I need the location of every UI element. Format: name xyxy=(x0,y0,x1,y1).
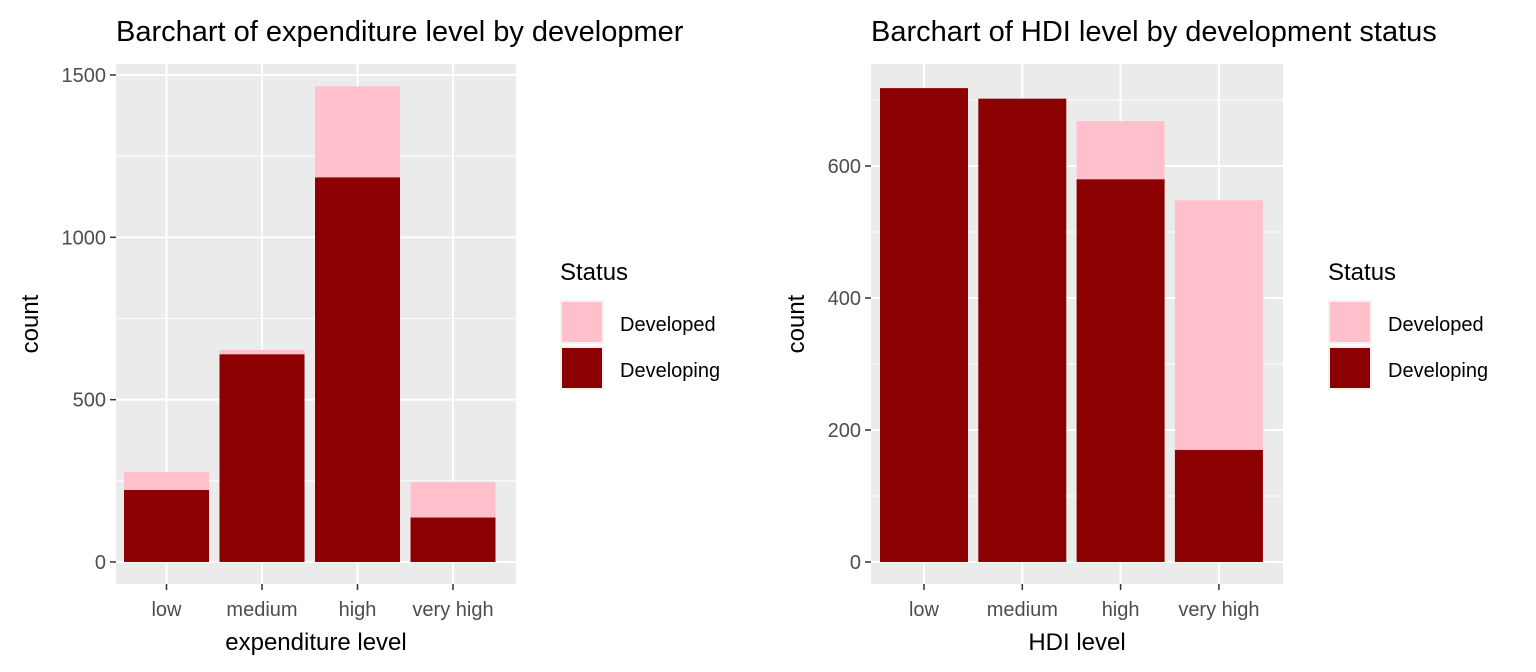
x-axis-title-expenditure: expenditure level xyxy=(225,629,406,656)
legend-label-developed-hdi: Developed xyxy=(1388,314,1484,336)
legend-swatch-developing-hdi xyxy=(1330,348,1370,388)
bar-medium-developing xyxy=(978,98,1067,563)
y-tick-label: 1000 xyxy=(62,227,107,249)
legend-expenditure: Status Developed Developing xyxy=(560,259,720,390)
x-tick-label: very high xyxy=(1178,599,1259,621)
bar-low-developing xyxy=(880,88,968,563)
legend-label-developing-hdi: Developing xyxy=(1388,360,1488,382)
x-tick-label: low xyxy=(909,599,940,621)
x-tick-label: medium xyxy=(226,599,297,621)
bars-hdi xyxy=(880,88,1263,563)
y-tick-label: 0 xyxy=(850,552,861,574)
legend-title-expenditure: Status xyxy=(560,259,628,286)
y-axis-title-hdi: count xyxy=(783,294,810,353)
y-ticks-hdi: 0 200 400 600 xyxy=(828,156,871,574)
legend-hdi: Status Developed Developing xyxy=(1328,259,1488,390)
y-tick-label: 400 xyxy=(828,288,861,310)
bar-medium-developed xyxy=(219,349,305,355)
chart-hdi: Barchart of HDI level by development sta… xyxy=(783,16,1488,656)
legend-title-hdi: Status xyxy=(1328,259,1396,286)
bar-low-developed xyxy=(124,472,209,490)
legend-swatch-developing-expenditure xyxy=(562,348,602,388)
y-tick-label: 1500 xyxy=(62,65,107,87)
chart-title-hdi: Barchart of HDI level by development sta… xyxy=(871,16,1437,48)
bar-very-high-developed xyxy=(1174,200,1263,450)
x-ticks-hdi: low medium high very high xyxy=(909,584,1259,621)
chart-expenditure: Barchart of expenditure level by develop… xyxy=(17,16,720,656)
chart-title-expenditure: Barchart of expenditure level by develop… xyxy=(116,16,684,48)
legend-swatch-developed-expenditure xyxy=(562,302,602,342)
legend-swatch-developed-hdi xyxy=(1330,302,1370,342)
bar-low-developing xyxy=(124,489,209,562)
x-axis-title-hdi: HDI level xyxy=(1028,629,1125,656)
bar-very-high-developing xyxy=(410,517,496,562)
x-tick-label: medium xyxy=(987,599,1058,621)
y-tick-label: 0 xyxy=(95,552,106,574)
y-axis-title-expenditure: count xyxy=(17,294,44,353)
x-ticks-expenditure: low medium high very high xyxy=(151,584,494,621)
x-tick-label: high xyxy=(1102,599,1140,621)
bar-medium-developing xyxy=(219,354,305,562)
x-tick-label: low xyxy=(151,599,182,621)
x-tick-label: high xyxy=(339,599,377,621)
bars-expenditure xyxy=(124,86,496,562)
bar-very-high-developed xyxy=(410,481,496,518)
y-tick-label: 500 xyxy=(73,390,106,412)
legend-label-developing-expenditure: Developing xyxy=(620,360,720,382)
bar-very-high-developing xyxy=(1174,449,1263,562)
bar-high-developing xyxy=(315,177,400,562)
y-tick-label: 600 xyxy=(828,156,861,178)
bar-high-developed xyxy=(315,86,400,178)
y-tick-label: 200 xyxy=(828,420,861,442)
y-ticks-expenditure: 0 500 1000 1500 xyxy=(62,65,116,574)
legend-label-developed-expenditure: Developed xyxy=(620,314,716,336)
bar-high-developing xyxy=(1076,179,1165,562)
bar-high-developed xyxy=(1076,121,1165,180)
x-tick-label: very high xyxy=(412,599,493,621)
